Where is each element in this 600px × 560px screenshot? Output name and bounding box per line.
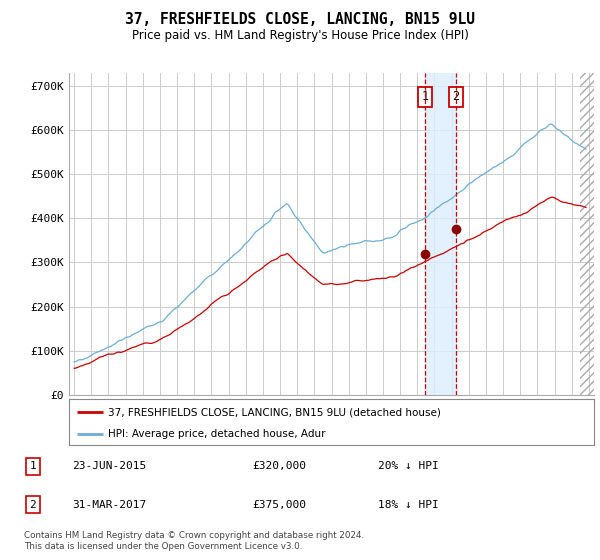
- Text: Contains HM Land Registry data © Crown copyright and database right 2024.: Contains HM Land Registry data © Crown c…: [24, 531, 364, 540]
- Text: Price paid vs. HM Land Registry's House Price Index (HPI): Price paid vs. HM Land Registry's House …: [131, 29, 469, 42]
- Text: 37, FRESHFIELDS CLOSE, LANCING, BN15 9LU: 37, FRESHFIELDS CLOSE, LANCING, BN15 9LU: [125, 12, 475, 27]
- Text: 20% ↓ HPI: 20% ↓ HPI: [378, 461, 439, 472]
- Text: 1: 1: [29, 461, 37, 472]
- Text: 1: 1: [422, 91, 429, 104]
- Bar: [425, 73, 456, 395]
- Text: £375,000: £375,000: [252, 500, 306, 510]
- Text: This data is licensed under the Open Government Licence v3.0.: This data is licensed under the Open Gov…: [24, 542, 302, 551]
- Bar: [580, 73, 594, 395]
- Text: 2: 2: [452, 91, 460, 104]
- Text: 18% ↓ HPI: 18% ↓ HPI: [378, 500, 439, 510]
- Text: £320,000: £320,000: [252, 461, 306, 472]
- Text: 31-MAR-2017: 31-MAR-2017: [72, 500, 146, 510]
- Text: 23-JUN-2015: 23-JUN-2015: [72, 461, 146, 472]
- Text: HPI: Average price, detached house, Adur: HPI: Average price, detached house, Adur: [109, 429, 326, 438]
- Text: 37, FRESHFIELDS CLOSE, LANCING, BN15 9LU (detached house): 37, FRESHFIELDS CLOSE, LANCING, BN15 9LU…: [109, 407, 441, 417]
- Text: 2: 2: [29, 500, 37, 510]
